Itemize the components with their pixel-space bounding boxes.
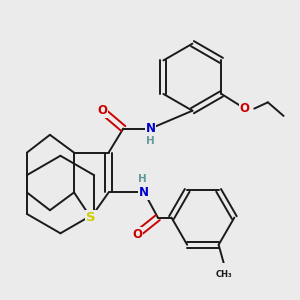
Text: H: H [138,174,146,184]
Text: CH₃: CH₃ [216,270,232,279]
Text: O: O [240,102,250,115]
Text: H: H [146,136,155,146]
Text: O: O [132,228,142,241]
Text: N: N [139,186,149,199]
Text: O: O [97,104,107,117]
Text: N: N [146,122,155,135]
Text: S: S [86,211,96,224]
